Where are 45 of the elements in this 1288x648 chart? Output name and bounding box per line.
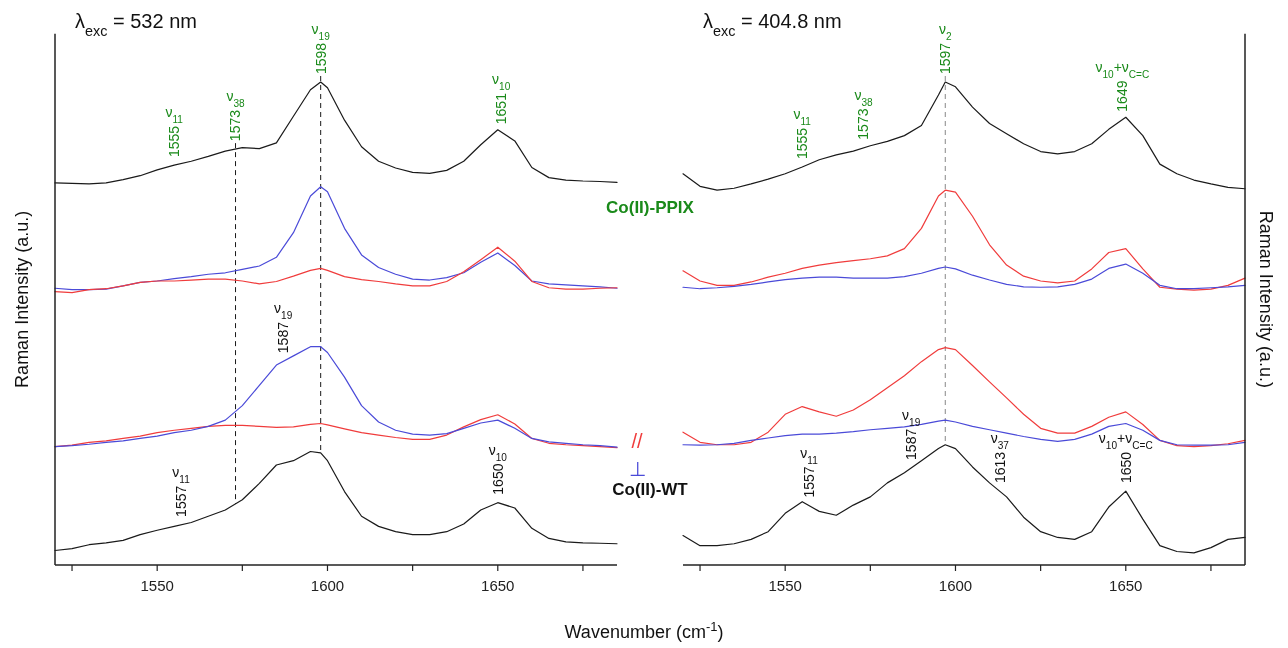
annotation: ν$_{38}$ — [226, 88, 246, 109]
x-tick-label: 1550 — [140, 577, 174, 594]
annotation: 1587 — [903, 428, 920, 460]
annotation: ν$_{38}$ — [854, 86, 874, 108]
annotation: ν$_{19}$ — [311, 21, 331, 42]
annotation: 1573 — [227, 109, 244, 142]
annotation: 1651 — [493, 92, 510, 125]
annotation: 1557 — [172, 485, 189, 517]
annotation: ν$_{37}$ — [990, 430, 1010, 451]
annotation: ν$_{10}$+ν$_{C=C}$ — [1095, 58, 1150, 80]
y-axis-title: Raman Intensity (a.u.) — [12, 210, 33, 388]
annotation: ν$_{11}$ — [165, 104, 184, 125]
annotation: 1557 — [800, 466, 817, 498]
annotation: 1597 — [937, 42, 954, 74]
annotation: 1587 — [275, 321, 292, 354]
x-tick-label: 1650 — [481, 577, 515, 594]
annotation: ν$_{10}$ — [488, 441, 508, 463]
chart-title: λ$_{exc}$ = 404.8 nm — [703, 10, 842, 39]
x-tick-label: 1600 — [310, 577, 345, 594]
annotation: 1573 — [855, 108, 872, 140]
annotation: ν$_{11}$ — [172, 463, 191, 485]
annotation: 1649 — [1114, 80, 1131, 112]
annotation: ν$_{19}$ — [902, 406, 921, 428]
series-label: ⊥ — [628, 458, 646, 480]
series-label: // — [631, 430, 643, 452]
annotation: ν$_{2}$ — [938, 21, 952, 42]
x-axis-title: Wavenumber (cm$^{-1}$) — [564, 618, 724, 642]
annotation: 1650 — [1117, 451, 1134, 484]
annotation: 1555 — [794, 127, 811, 160]
annotation: Co(II)-WT — [612, 480, 689, 499]
annotation: 1555 — [166, 125, 183, 158]
annotation: ν$_{19}$ — [274, 300, 293, 321]
annotation: ν$_{10}$ — [492, 71, 511, 92]
annotation: 1613 — [991, 451, 1008, 484]
y-axis-title: Raman Intensity (a.u.) — [1255, 210, 1276, 388]
annotation: 1598 — [312, 42, 329, 74]
x-tick-label: 1550 — [768, 577, 802, 594]
annotation: ν$_{11}$ — [800, 444, 819, 466]
annotation: ν$_{11}$ — [793, 106, 812, 127]
x-tick-label: 1600 — [938, 577, 973, 594]
annotation: Co(II)-PPIX — [606, 198, 695, 217]
chart-title: λ$_{exc}$ = 532 nm — [75, 10, 197, 39]
annotation: ν$_{10}$+ν$_{C=C}$ — [1098, 430, 1153, 451]
annotation: 1650 — [489, 463, 506, 495]
x-tick-label: 1650 — [1109, 577, 1143, 594]
